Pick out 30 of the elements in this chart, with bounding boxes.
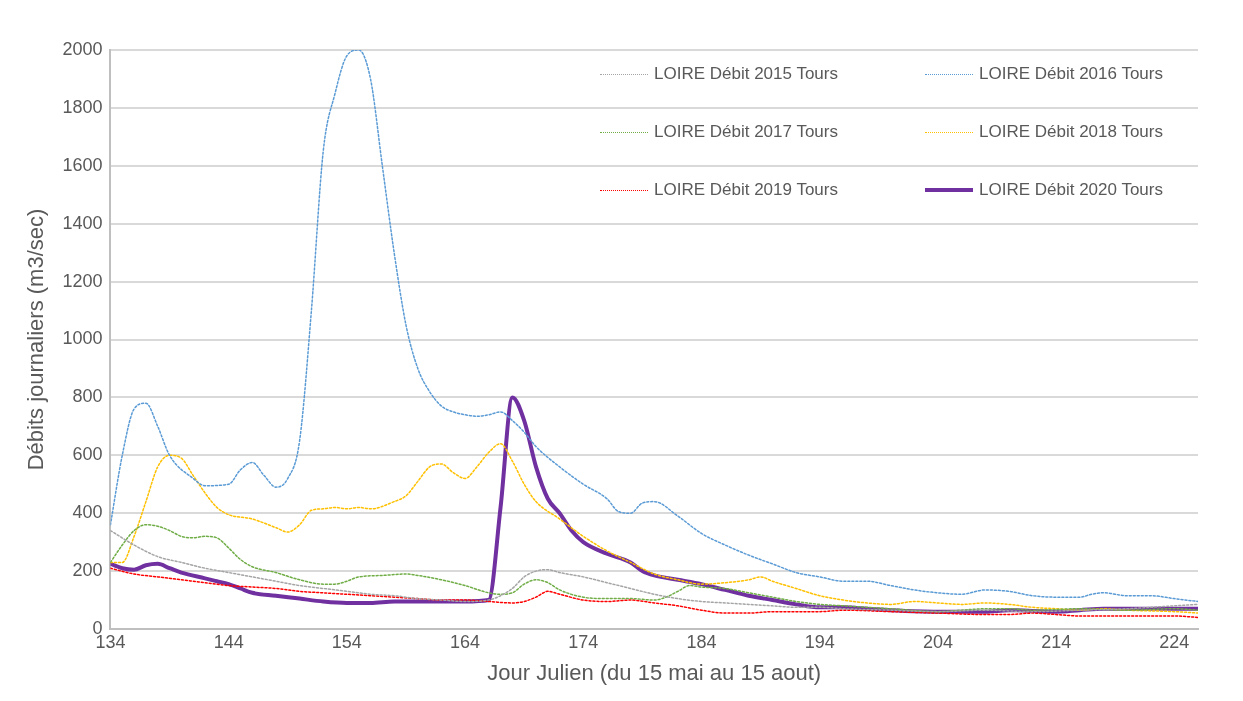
line-series	[110, 442, 1198, 614]
y-tick-label: 600	[72, 444, 103, 465]
y-axis-title: Débits journaliers (m3/sec)	[23, 208, 49, 471]
x-tick-label: 144	[213, 631, 244, 652]
y-tick-label: 200	[72, 560, 103, 581]
legend-label: LOIRE Débit 2016 Tours	[979, 64, 1163, 84]
x-tick-label: 184	[686, 631, 717, 652]
y-tick-label: 1400	[62, 212, 103, 233]
y-tick-label: 1800	[62, 96, 103, 117]
x-tick-label: 194	[804, 631, 835, 652]
y-tick-label: 1600	[62, 154, 103, 175]
y-tick-label: 2000	[62, 38, 103, 59]
x-tick-label: 174	[568, 631, 599, 652]
legend-label: LOIRE Débit 2019 Tours	[654, 180, 838, 200]
legend-label: LOIRE Débit 2015 Tours	[654, 64, 838, 84]
legend-label: LOIRE Débit 2017 Tours	[654, 122, 838, 142]
y-tick-label: 1200	[62, 270, 103, 291]
line-series	[110, 50, 1198, 603]
y-tick-label: 1000	[62, 328, 103, 349]
legend-label: LOIRE Débit 2020 Tours	[979, 180, 1163, 200]
x-tick-label: 164	[450, 631, 481, 652]
legend-label: LOIRE Débit 2018 Tours	[979, 122, 1163, 142]
x-tick-label: 214	[1041, 631, 1072, 652]
x-tick-label: 224	[1159, 631, 1190, 652]
x-tick-label: 154	[331, 631, 362, 652]
x-axis-title: Jour Julien (du 15 mai au 15 aout)	[487, 659, 822, 685]
y-tick-label: 800	[72, 386, 103, 407]
line-series	[110, 567, 1198, 619]
x-tick-label: 204	[922, 631, 953, 652]
y-tick-label: 400	[72, 502, 103, 523]
